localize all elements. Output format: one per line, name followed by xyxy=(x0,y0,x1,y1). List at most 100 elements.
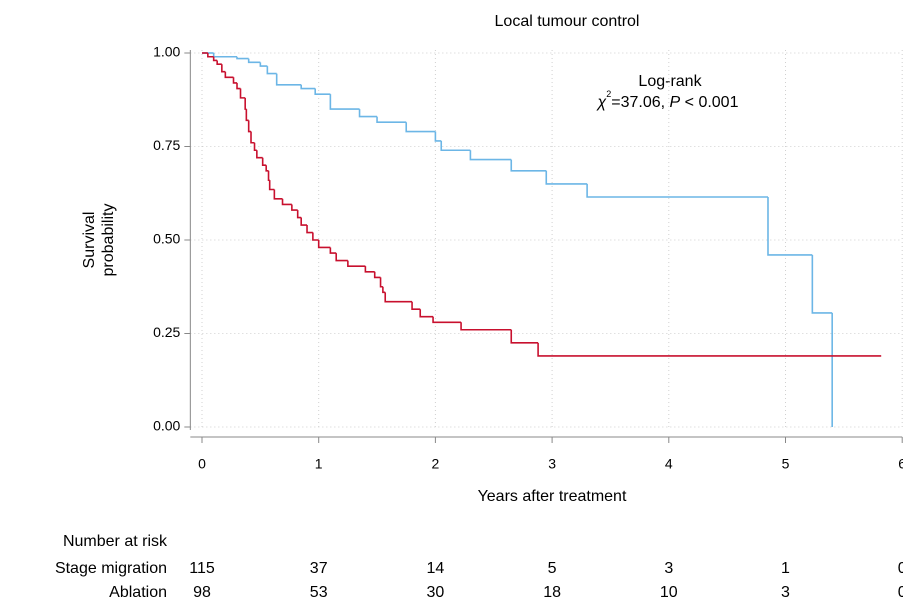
risk-count: 37 xyxy=(310,560,328,577)
step-segment xyxy=(312,232,319,241)
risk-count: 10 xyxy=(660,584,678,601)
x-tick-label: 1 xyxy=(315,456,323,472)
step-segment xyxy=(545,170,588,185)
annotation: χ2=37.06, P < 0.001 xyxy=(596,89,739,111)
x-tick-label: 2 xyxy=(432,456,440,472)
step-segment xyxy=(232,77,238,84)
step-segment xyxy=(275,73,302,86)
y-axis-label-line: probability xyxy=(100,204,117,277)
risk-count: 18 xyxy=(543,584,561,601)
y-tick-label: 0.50 xyxy=(153,231,180,247)
step-segment xyxy=(236,82,241,90)
risk-row-label: Stage migration xyxy=(55,560,167,577)
step-segment xyxy=(382,286,386,294)
step-segment xyxy=(259,62,268,67)
step-segment xyxy=(224,71,234,79)
risk-count: 53 xyxy=(310,584,328,601)
step-segment xyxy=(358,109,378,118)
y-axis-label: Survival probability xyxy=(81,204,117,277)
step-segment xyxy=(236,56,249,60)
x-tick-label: 4 xyxy=(665,456,673,472)
step-segment xyxy=(347,260,366,267)
step-segment xyxy=(329,94,360,110)
step-segment xyxy=(510,329,539,344)
risk-count: 115 xyxy=(189,560,215,577)
step-segment xyxy=(221,64,226,73)
step-segment xyxy=(261,157,267,166)
step-segment xyxy=(329,247,337,254)
step-segment xyxy=(432,316,462,324)
survival-curve xyxy=(202,52,882,357)
risk-row-label: Ablation xyxy=(109,584,167,601)
step-segment xyxy=(419,309,434,318)
x-tick-label: 6 xyxy=(898,456,903,472)
risk-count: 14 xyxy=(427,560,445,577)
y-tick-label: 0.25 xyxy=(153,324,180,340)
step-segment xyxy=(537,342,882,357)
annotation-part: P xyxy=(670,94,681,111)
x-tick-label: 5 xyxy=(782,456,790,472)
risk-count: 1 xyxy=(781,560,790,577)
risk-count: 5 xyxy=(548,560,557,577)
survival-curve xyxy=(202,52,833,427)
step-segment xyxy=(586,183,768,198)
step-segment xyxy=(247,120,252,133)
step-segment xyxy=(434,131,442,142)
step-segment xyxy=(405,122,436,133)
step-segment xyxy=(376,116,407,123)
step-segment xyxy=(314,88,331,95)
step-segment xyxy=(300,84,316,90)
step-segment xyxy=(373,271,381,279)
annotation: Log-rank xyxy=(638,73,702,90)
x-tick-label: 3 xyxy=(548,456,556,472)
risk-count: 0 xyxy=(898,560,903,577)
y-tick-label: 0.75 xyxy=(153,137,180,153)
step-segment xyxy=(811,254,833,314)
step-segment xyxy=(244,97,247,110)
step-segment xyxy=(460,322,512,331)
x-tick-label: 0 xyxy=(198,456,206,472)
annotation-part: χ xyxy=(596,94,607,111)
step-segment xyxy=(296,210,302,219)
step-segment xyxy=(239,88,246,99)
y-tick-label: 1.00 xyxy=(153,44,180,60)
step-segment xyxy=(364,266,375,273)
x-axis-label: Years after treatment xyxy=(478,488,627,505)
risk-count: 0 xyxy=(898,584,903,601)
risk-count: 3 xyxy=(664,560,673,577)
step-segment xyxy=(291,204,298,211)
chart-title: Local tumour control xyxy=(495,13,640,30)
step-segment xyxy=(384,292,413,303)
risk-count: 98 xyxy=(193,584,211,601)
risk-table-title: Number at risk xyxy=(63,533,168,550)
step-segment xyxy=(379,277,383,288)
step-segment xyxy=(306,225,313,234)
step-segment xyxy=(207,53,214,58)
step-segment xyxy=(510,159,547,172)
step-segment xyxy=(268,180,275,191)
step-segment xyxy=(300,217,308,226)
risk-count: 3 xyxy=(781,584,790,601)
step-segment xyxy=(245,109,249,122)
step-segment xyxy=(212,56,218,62)
step-segment xyxy=(273,189,283,200)
step-segment xyxy=(335,253,348,262)
annotation-part: 2 xyxy=(606,89,611,99)
step-segment xyxy=(469,150,512,161)
step-segment xyxy=(267,170,270,181)
step-segment xyxy=(216,60,222,66)
step-segment xyxy=(440,140,471,152)
risk-count: 30 xyxy=(427,584,445,601)
annotation-part: =37.06, xyxy=(611,94,669,111)
step-segment xyxy=(266,66,277,75)
step-segment xyxy=(212,53,238,58)
step-segment xyxy=(767,196,813,256)
step-segment xyxy=(411,301,421,310)
y-axis-label-line: Survival xyxy=(81,212,98,269)
step-segment xyxy=(317,240,331,249)
step-segment xyxy=(247,58,261,64)
step-segment xyxy=(256,150,263,159)
step-segment xyxy=(253,142,257,152)
